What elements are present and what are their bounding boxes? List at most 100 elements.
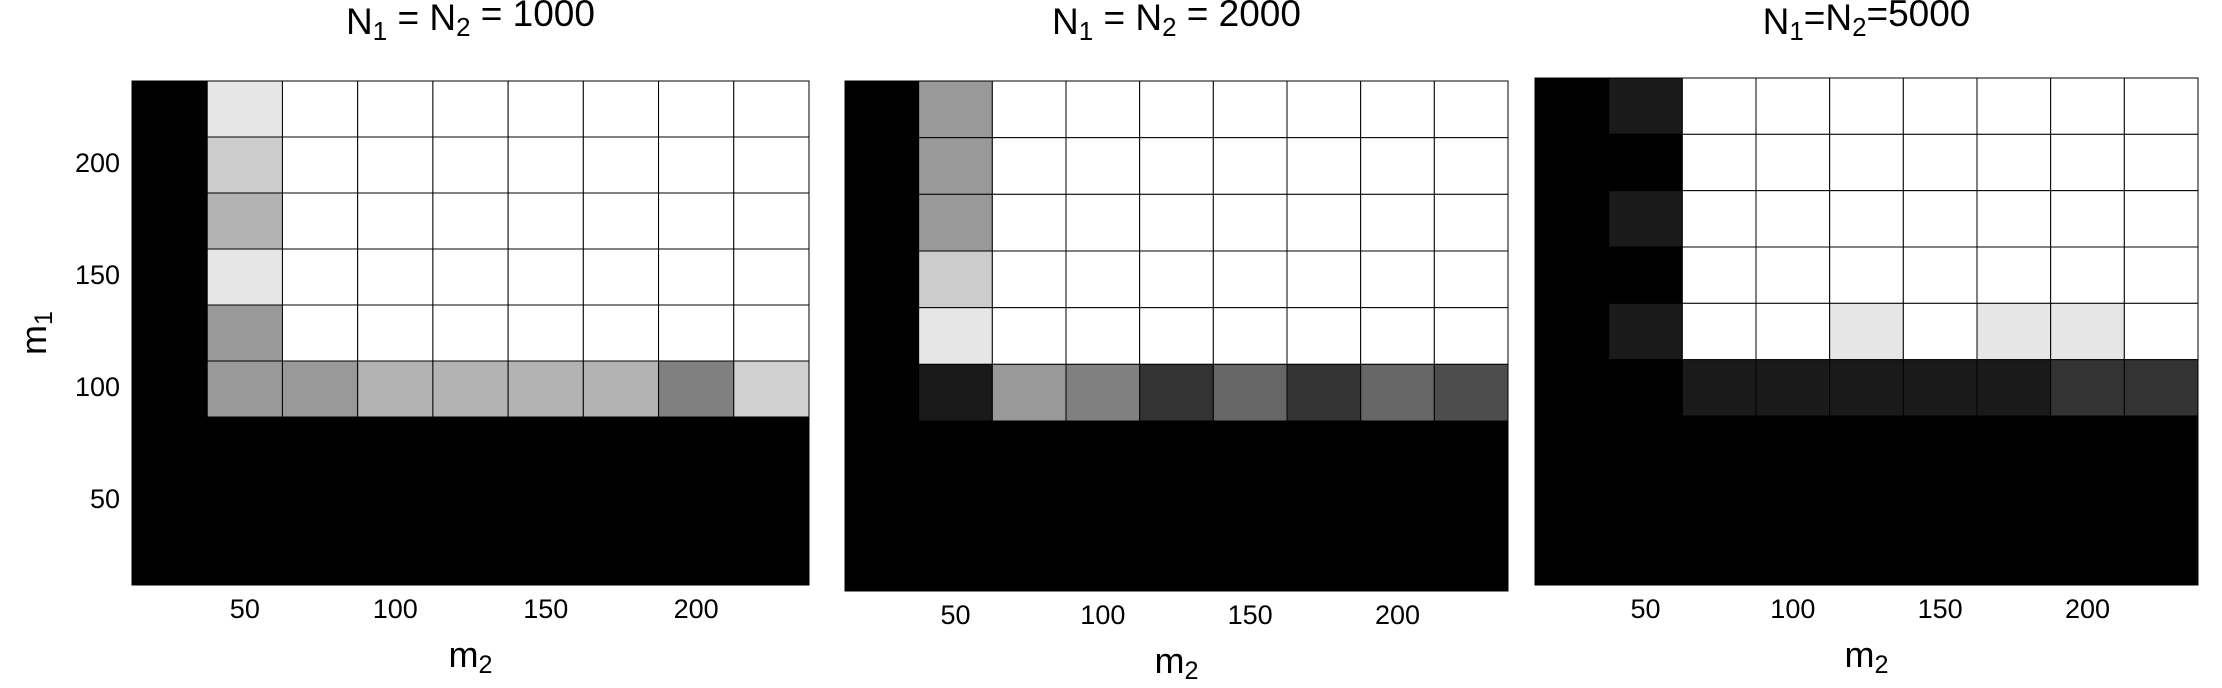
- heatmap-cell: [582, 248, 660, 306]
- heatmap-cell: [1139, 307, 1214, 365]
- heatmap-cell: [1976, 302, 2052, 361]
- heatmap-cell: [1139, 533, 1214, 592]
- heatmap-cell: [733, 136, 810, 194]
- heatmap-cell: [844, 420, 920, 479]
- heatmap-cell: [2123, 133, 2199, 192]
- heatmap-cell: [357, 192, 434, 250]
- heatmap-cell: [507, 192, 584, 250]
- heatmap-cell: [1360, 420, 1435, 479]
- heatmap-cell: [991, 250, 1067, 309]
- heatmap-cell: [2050, 359, 2125, 417]
- heatmap-cell: [1433, 137, 1509, 195]
- heatmap-cell: [1139, 363, 1214, 422]
- heatmap-cell: [281, 248, 359, 306]
- heatmap-cell: [357, 472, 434, 530]
- heatmap-cell: [1212, 477, 1288, 535]
- y-tick-label: 150: [75, 260, 120, 290]
- heatmap-cell: [844, 80, 920, 139]
- heatmap-cell: [131, 304, 208, 362]
- heatmap-cell: [1829, 246, 1904, 304]
- chart-title: N1=N2=5000: [1763, 0, 1971, 46]
- heatmap-cell: [844, 533, 920, 592]
- heatmap-cell: [1065, 250, 1141, 309]
- heatmap-cell: [206, 192, 283, 250]
- heatmap-cell: [1608, 77, 1683, 135]
- heatmap-cell: [918, 137, 993, 195]
- heatmap-cell: [507, 360, 584, 418]
- x-tick-label: 100: [373, 594, 418, 624]
- heatmap-cell: [1829, 302, 1904, 361]
- heatmap-cell: [582, 416, 660, 474]
- heatmap-cell: [1286, 533, 1362, 592]
- heatmap-cell: [206, 360, 283, 418]
- heatmap-cell: [1286, 307, 1362, 365]
- heatmap-cell: [582, 80, 660, 138]
- heatmap-cell: [582, 472, 660, 530]
- heatmap-cell: [131, 136, 208, 194]
- heatmap-cell: [131, 192, 208, 250]
- heatmap-cell: [733, 360, 810, 418]
- heatmap-cell: [1829, 471, 1904, 530]
- heatmap-cell: [582, 136, 660, 194]
- heatmap-cell: [432, 416, 509, 474]
- x-tick-label: 150: [1228, 600, 1273, 630]
- heatmap-cell: [1608, 528, 1683, 586]
- heatmap-cell: [281, 136, 359, 194]
- heatmap-cell: [991, 533, 1067, 592]
- heatmap-cell: [1902, 528, 1978, 586]
- chart-title: N1 = N2 = 1000: [346, 0, 595, 46]
- y-axis-label: m1: [13, 311, 58, 355]
- heatmap-cell: [991, 420, 1067, 479]
- heatmap-cell: [1534, 302, 1610, 361]
- heatmap-cell: [1212, 137, 1288, 195]
- heatmap-cell: [1433, 363, 1509, 422]
- heatmap-cell: [357, 248, 434, 306]
- heatmap-cell: [1065, 193, 1141, 252]
- heatmap-cell: [991, 363, 1067, 422]
- heatmap-cell: [918, 307, 993, 365]
- heatmap-cell: [2050, 302, 2125, 361]
- heatmap-cell: [1902, 77, 1978, 135]
- x-tick-label: 50: [940, 600, 970, 630]
- heatmap-cell: [1212, 250, 1288, 309]
- heatmap-cell: [1976, 77, 2052, 135]
- heatmap-cell: [1534, 133, 1610, 192]
- plot-frame: [1534, 77, 2199, 586]
- heatmap-cell: [1139, 193, 1214, 252]
- heatmap-cell: [2050, 77, 2125, 135]
- heatmap-cell: [658, 472, 735, 530]
- x-tick-label: 50: [1630, 594, 1660, 624]
- heatmap-cell: [1829, 415, 1904, 473]
- heatmap-cell: [206, 416, 283, 474]
- heatmap-cell: [281, 360, 359, 418]
- heatmap-cell: [1976, 415, 2052, 473]
- heatmap-cell: [206, 248, 283, 306]
- heatmap-cell: [1608, 471, 1683, 530]
- heatmap-cell: [1976, 471, 2052, 530]
- heatmap-cell: [1139, 80, 1214, 139]
- heatmap-cell: [131, 360, 208, 418]
- heatmap-cell: [1065, 137, 1141, 195]
- heatmap-cell: [1212, 363, 1288, 422]
- heatmap-cell: [1433, 80, 1509, 139]
- x-tick-label: 150: [1918, 594, 1963, 624]
- x-axis-label: m2: [1154, 640, 1198, 685]
- plot-frame: [131, 80, 810, 586]
- heatmap-cell: [991, 80, 1067, 139]
- heatmap-cell: [1360, 193, 1435, 252]
- heatmap-cell: [1065, 363, 1141, 422]
- heatmap-cell: [1755, 471, 1831, 530]
- heatmap-cell: [844, 137, 920, 195]
- heatmap-cell: [1286, 477, 1362, 535]
- heatmap-cell: [733, 248, 810, 306]
- heatmap-cell: [991, 193, 1067, 252]
- heatmap-cell: [658, 360, 735, 418]
- heatmap-cell: [1139, 477, 1214, 535]
- chart-title: N1 = N2 = 2000: [1052, 0, 1301, 46]
- heatmap-cell: [507, 248, 584, 306]
- heatmap-cell: [2123, 528, 2199, 586]
- heatmap-cell: [1902, 246, 1978, 304]
- heatmap-cell: [1755, 528, 1831, 586]
- heatmap-cell: [1608, 133, 1683, 192]
- heatmap-cell: [1139, 137, 1214, 195]
